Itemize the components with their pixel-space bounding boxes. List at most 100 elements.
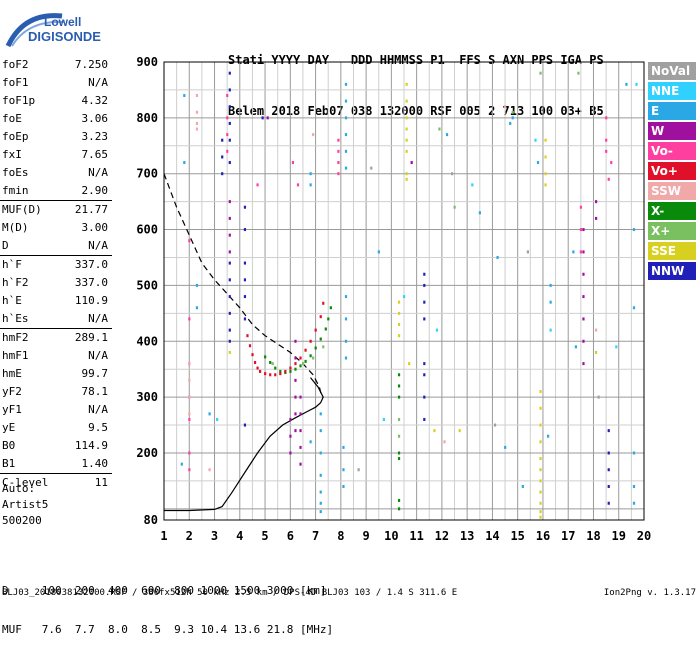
echo-point [397,451,401,455]
param-label: yE [2,421,16,434]
x-tick-label: 7 [312,529,319,543]
echo-point [289,417,292,421]
echo-point [312,356,315,360]
echo-point [228,161,231,165]
echo-point [577,71,580,75]
x-tick-label: 14 [485,529,499,543]
legend-item-sse: SSE [648,242,696,260]
echo-point [299,364,302,368]
echo-point [572,250,575,254]
x-tick-label: 9 [362,529,369,543]
param-value: 110.9 [74,294,108,307]
echo-point [504,105,507,109]
x-tick-label: 13 [460,529,474,543]
param-label: foEp [2,130,29,143]
echo-point [309,339,312,343]
footer-version: Ion2Png v. 1.3.17 [603,588,696,598]
echo-point [289,366,292,370]
y-tick-label: 700 [136,167,158,181]
echo-point [582,339,585,343]
echo-point [256,366,259,370]
axis-ticks: 1 2 3 4 5 6 7 8 9 10 11 12 13 14 15 16 17 18 19 20802003004… [136,55,651,543]
echo-point [195,94,199,98]
echo-point [344,99,348,103]
echo-point [271,362,274,366]
echo-point [370,166,373,170]
dashed-profile-curve [163,173,323,398]
echo-point [397,498,401,502]
param-row-h-f2: h`F2 337.0 [0,274,112,292]
param-label: M(D) [2,221,29,234]
echo-point [423,300,426,304]
ionogram-plot: 1 2 3 4 5 6 7 8 9 10 11 12 13 14 15 16 17 18 19 20802003004… [136,55,651,543]
echo-point [228,295,231,299]
param-separator [0,328,112,329]
param-value: 11 [94,476,108,489]
legend-item-ssw: SSW [648,182,696,200]
echo-points [180,71,638,519]
echo-point [228,311,231,315]
logo-swoosh-icon [5,13,63,48]
param-label: B1 [2,457,16,470]
echo-point [382,417,385,421]
echo-point [228,105,231,109]
param-value: 3.23 [81,130,109,143]
param-row-fof1: foF1 N/A [0,74,112,92]
param-label: h`F2 [2,276,29,289]
echo-point [509,121,512,125]
echo-point [226,133,229,137]
param-label: foF1p [2,94,36,107]
echo-point [397,395,401,399]
echo-point [549,283,552,287]
echo-point [259,369,262,373]
legend-item-x-: X+ [648,222,696,240]
param-row-m-d-: M(D) 3.00 [0,219,112,237]
param-row-hme: hmE 99.7 [0,365,112,383]
param-value: N/A [88,239,108,252]
echo-point [582,272,585,276]
param-row-muf-d-: MUF(D) 21.77 [0,201,112,219]
echo-point [228,233,231,237]
echo-point [544,172,547,176]
echo-point [605,149,608,153]
echo-point [433,429,436,433]
digisonde-logo: Lowell DIGISONDE [4,6,154,50]
param-label: h`Es [2,312,29,325]
echo-point [344,82,348,86]
echo-point [327,317,330,321]
echo-point [314,346,317,350]
param-separator [0,200,112,201]
param-row-h-es: h`Es N/A [0,310,112,328]
echo-point [635,82,638,86]
echo-point [269,373,272,377]
echo-point [243,423,247,427]
echo-point [582,295,585,299]
series-ssw [188,94,598,472]
param-value: 337.0 [74,258,108,271]
echo-point [615,345,618,349]
echo-point [309,440,312,444]
param-row-hmf2: hmF2 289.1 [0,329,112,347]
echo-point [344,166,348,170]
echo-point [397,323,401,327]
y-tick-label: 200 [136,446,158,460]
echo-point [597,395,600,399]
echo-point [342,445,345,449]
echo-point [183,161,186,165]
echo-point [319,451,322,455]
echo-point [289,434,292,438]
param-label: foEs [2,166,29,179]
echo-point [511,116,514,120]
echo-point [309,183,312,187]
param-value: 99.7 [81,367,109,380]
echo-point [397,373,401,377]
param-value: 78.1 [81,385,109,398]
echo-point [410,161,413,165]
echo-point [397,384,401,388]
echo-point [539,71,542,75]
muf-values-row: MUF 7.6 7.7 8.0 8.5 9.3 10.4 13.6 21.8 [… [2,623,334,636]
echo-point [324,327,327,331]
echo-point [221,172,224,176]
echo-point [243,278,247,282]
echo-point [195,127,199,131]
